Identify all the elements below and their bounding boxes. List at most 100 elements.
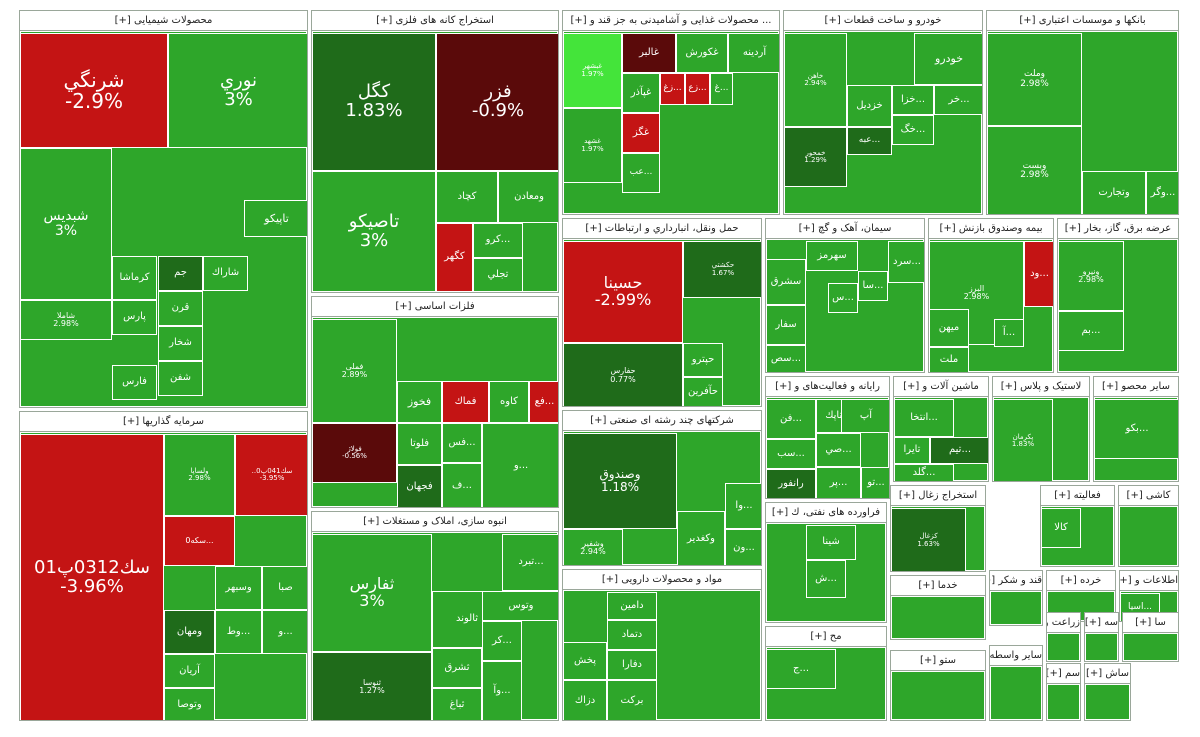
stock-tile[interactable]: تاصيكو 3%: [312, 171, 436, 292]
stock-tile[interactable]: ...انتخا: [894, 399, 954, 437]
stock-tile[interactable]: كزغال 1.63%: [891, 508, 966, 571]
sector-header[interactable]: فعالیته [+]: [1041, 486, 1114, 506]
stock-tile[interactable]: دتماد: [607, 620, 657, 650]
stock-tile[interactable]: شفن: [158, 361, 203, 396]
stock-tile[interactable]: ...زغ: [660, 73, 685, 105]
stock-tile[interactable]: غبشهر 1.97%: [563, 33, 622, 108]
stock-tile[interactable]: فماك: [442, 381, 489, 423]
sector-header[interactable]: سا [+]: [1123, 613, 1178, 633]
stock-tile[interactable]: ...عب: [622, 153, 660, 193]
stock-tile[interactable]: وتوس: [482, 591, 558, 621]
stock-tile[interactable]: كرماشا: [112, 256, 157, 300]
stock-tile[interactable]: وتوصا: [164, 688, 215, 720]
stock-tile[interactable]: پخش: [563, 642, 607, 680]
stock-tile[interactable]: غكورش: [676, 33, 728, 73]
stock-tile[interactable]: ...كرو: [473, 223, 523, 258]
sector-header[interactable]: شرکتهای چند رشته ای صنعتی [+]: [563, 411, 761, 431]
stock-tile[interactable]: ...تبرد: [502, 534, 558, 591]
stock-tile[interactable]: غگز: [622, 113, 660, 153]
stock-tile[interactable]: ...خزا: [892, 85, 934, 115]
stock-tile[interactable]: ...س: [828, 283, 858, 313]
stock-tile[interactable]: ...بم: [1058, 311, 1124, 351]
stock-tile[interactable]: كاوه: [489, 381, 529, 423]
stock-tile[interactable]: ...پر: [816, 467, 861, 498]
stock-tile[interactable]: بركت: [607, 680, 657, 720]
stock-tile[interactable]: سك0312پ01 -3.96%: [20, 434, 164, 720]
stock-tile[interactable]: كگل 1.83%: [312, 33, 436, 171]
sector-header[interactable]: بیمه وصندوق بازنش [+]: [929, 219, 1053, 239]
sector-header[interactable]: سم [+]: [1047, 664, 1080, 684]
stock-tile[interactable]: ...خگ: [892, 115, 934, 145]
stock-tile[interactable]: فخوز: [397, 381, 442, 423]
stock-tile[interactable]: ...زع: [685, 73, 710, 105]
stock-tile[interactable]: وبست 2.98%: [987, 126, 1082, 214]
sector-header[interactable]: مواد و محصولات دارویی [+]: [563, 570, 761, 590]
stock-tile[interactable]: غشهد 1.97%: [563, 108, 622, 183]
stock-tile[interactable]: سشرق: [766, 259, 806, 305]
stock-tile[interactable]: ملت: [929, 347, 969, 372]
stock-tile[interactable]: ...تو: [861, 467, 889, 498]
sector-header[interactable]: عرضه برق، گاز، بخار [+]: [1058, 219, 1178, 239]
stock-tile[interactable]: ...ود: [1024, 241, 1053, 307]
stock-tile[interactable]: ...فس: [442, 423, 482, 463]
stock-tile[interactable]: دزاك: [563, 680, 607, 720]
stock-tile[interactable]: ...وآ: [482, 661, 522, 720]
stock-tile[interactable]: ثنوسا 1.27%: [312, 652, 432, 720]
stock-tile[interactable]: وتجارت: [1082, 171, 1146, 214]
stock-tile[interactable]: وسبهر: [215, 566, 262, 610]
stock-tile[interactable]: ...وا: [725, 483, 761, 529]
stock-tile[interactable]: شاملا 2.98%: [20, 300, 112, 340]
sector-header[interactable]: سایر واسطه [+]: [990, 646, 1042, 666]
stock-tile[interactable]: شرنگي -2.9%: [20, 33, 168, 148]
sector-header[interactable]: رایانه و فعالیت‌های و [+]: [766, 377, 889, 397]
stock-tile[interactable]: ...فع: [529, 381, 558, 423]
stock-tile[interactable]: ...غ: [710, 73, 733, 105]
stock-tile[interactable]: خودرو: [914, 33, 982, 85]
stock-tile[interactable]: ...كر: [482, 621, 522, 661]
stock-tile[interactable]: ...بكو: [1094, 399, 1178, 459]
stock-tile[interactable]: حسينا -2.99%: [563, 241, 683, 343]
stock-tile[interactable]: سهرمز: [806, 241, 858, 271]
stock-tile[interactable]: پارس: [112, 300, 157, 335]
stock-tile[interactable]: ...صي: [816, 433, 861, 467]
stock-tile[interactable]: ثباغ: [432, 688, 482, 720]
sector-header[interactable]: کاشی [+]: [1119, 486, 1178, 506]
stock-tile[interactable]: ميهن: [929, 309, 969, 347]
stock-tile[interactable]: ثشرق: [432, 648, 482, 688]
sector-header[interactable]: فلزات اساسی [+]: [312, 297, 558, 317]
sector-header[interactable]: قند و شکر [+]: [990, 571, 1042, 591]
stock-tile[interactable]: جم: [158, 256, 203, 291]
stock-tile[interactable]: شبديس 3%: [20, 148, 112, 300]
sector-header[interactable]: زراعت و خدمات واب [+]: [1047, 613, 1080, 633]
sector-header[interactable]: خرده [+]: [1047, 571, 1115, 591]
sector-header[interactable]: سیمان، آهک و گچ [+]: [766, 219, 924, 239]
stock-tile[interactable]: ...سب: [766, 439, 816, 469]
stock-tile[interactable]: وملت 2.98%: [987, 33, 1082, 126]
stock-tile[interactable]: ...و: [482, 423, 558, 507]
sector-header[interactable]: خودرو و ساخت قطعات [+]: [784, 11, 982, 31]
sector-header[interactable]: سرمایه گذاریها [+]: [20, 412, 307, 432]
stock-tile[interactable]: ومعادن: [498, 171, 558, 223]
stock-tile[interactable]: سفار: [766, 305, 806, 345]
stock-tile[interactable]: حپترو: [683, 343, 723, 377]
stock-tile[interactable]: ...سكه0: [164, 516, 235, 566]
sector-header[interactable]: استخراج زغال [+]: [891, 486, 985, 506]
stock-tile[interactable]: ...تيم: [930, 437, 988, 464]
stock-tile[interactable]: وشفير 2.94%: [563, 529, 623, 565]
sector-header[interactable]: سه [+]: [1085, 613, 1118, 633]
stock-tile[interactable]: فجهان: [397, 465, 442, 507]
sector-header[interactable]: استخراج کانه های فلزی [+]: [312, 11, 558, 31]
stock-tile[interactable]: فلوتا: [397, 423, 442, 465]
stock-tile[interactable]: حكشتي 1.67%: [683, 241, 761, 298]
stock-tile[interactable]: ...گلد: [894, 464, 954, 481]
stock-tile[interactable]: شاراك: [203, 256, 248, 291]
stock-tile[interactable]: تايرا: [894, 437, 930, 464]
sector-header[interactable]: مح [+]: [766, 627, 886, 647]
stock-tile[interactable]: ومهان: [164, 610, 215, 654]
stock-tile[interactable]: آردينه: [728, 33, 779, 73]
stock-tile[interactable]: ...سا: [858, 271, 888, 301]
stock-tile[interactable]: ...عبه: [847, 127, 892, 155]
stock-tile[interactable]: فملی 2.89%: [312, 319, 397, 423]
stock-tile[interactable]: ...وگر: [1146, 171, 1178, 214]
stock-tile[interactable]: ...و: [262, 610, 307, 654]
